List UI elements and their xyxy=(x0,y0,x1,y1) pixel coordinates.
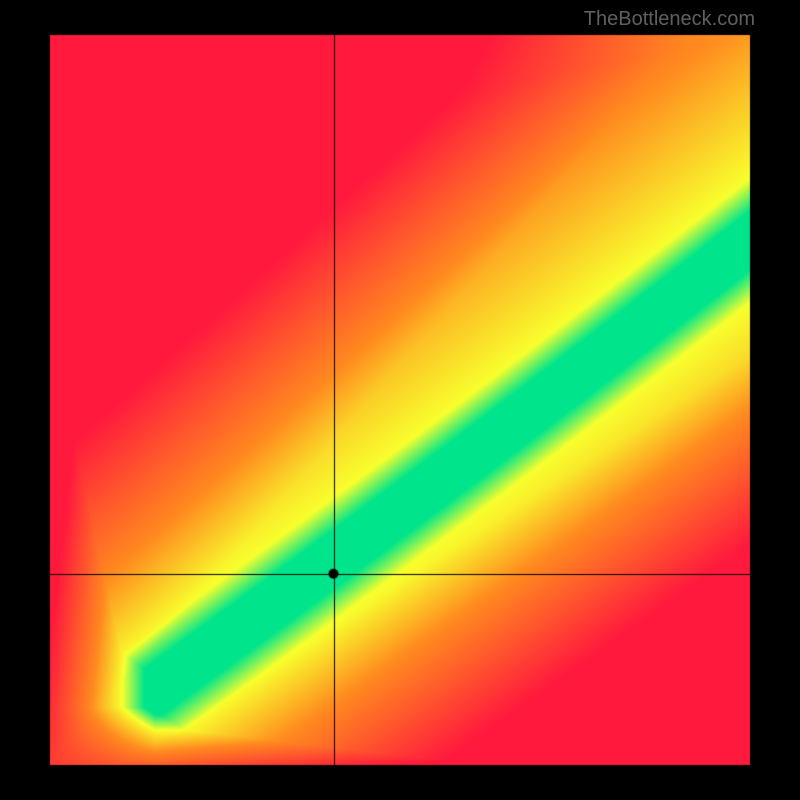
bottleneck-heatmap xyxy=(0,0,800,800)
watermark-text: TheBottleneck.com xyxy=(584,8,755,31)
chart-container: TheBottleneck.com xyxy=(0,0,800,800)
